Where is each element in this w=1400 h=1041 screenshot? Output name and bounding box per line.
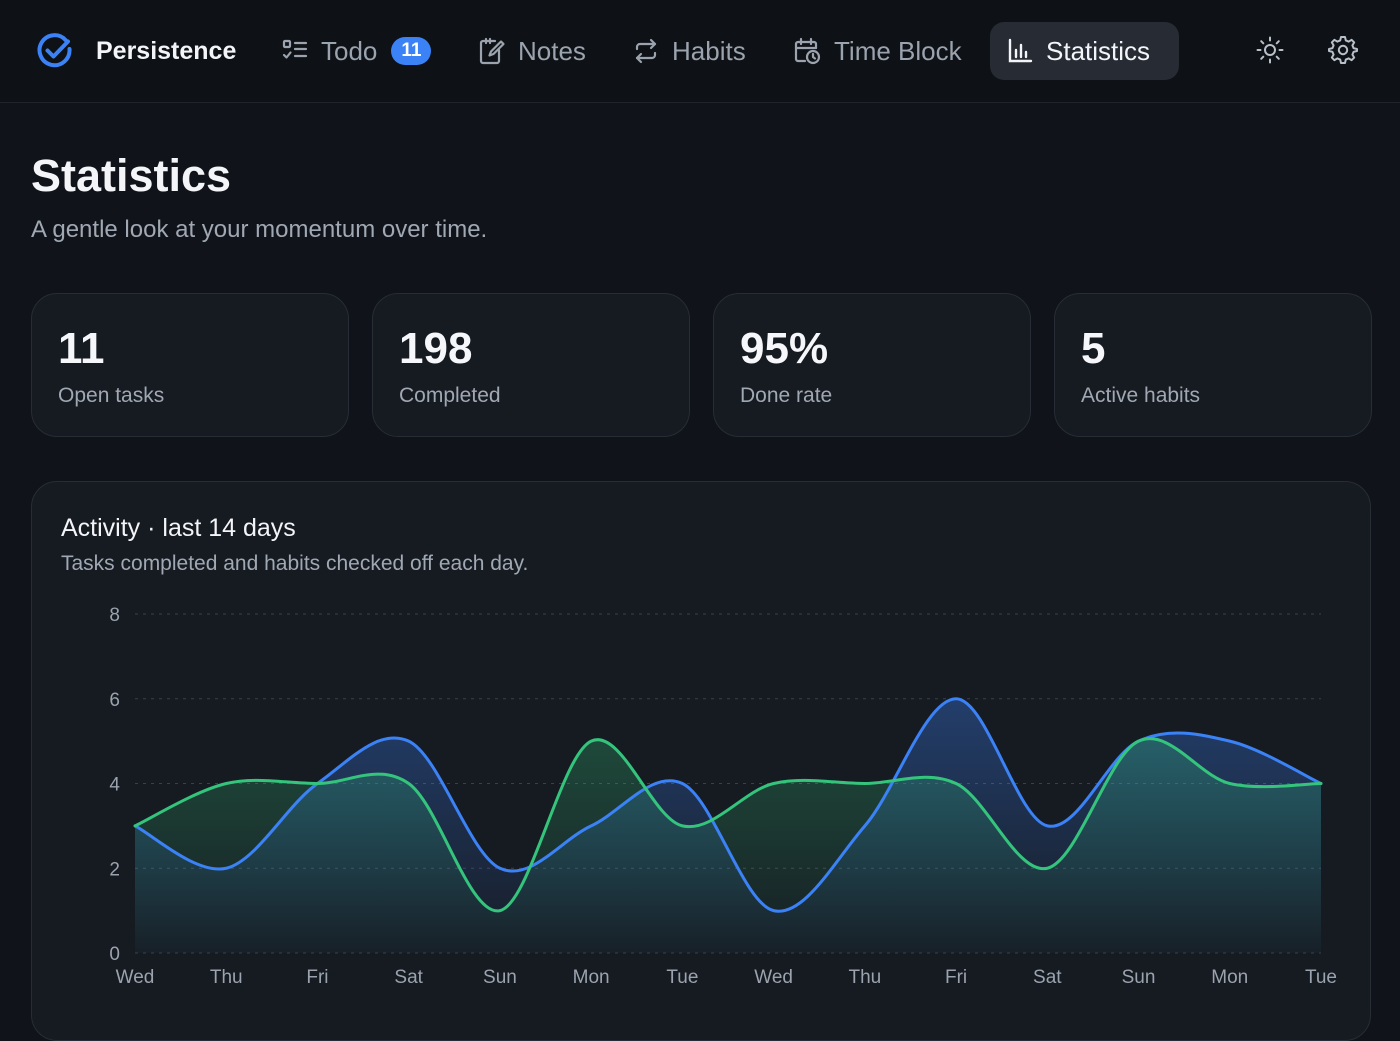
page-title: Statistics: [31, 150, 232, 201]
top-nav-bar: Persistence Todo 11 Notes Habits: [0, 0, 1400, 103]
y-tick-label: 0: [109, 944, 120, 965]
x-tick-label: Thu: [848, 967, 881, 988]
gear-icon: [1328, 36, 1358, 64]
x-tick-label: Fri: [306, 967, 328, 988]
x-tick-label: Mon: [573, 967, 610, 988]
y-tick-label: 4: [109, 775, 120, 796]
sun-icon: [1256, 36, 1284, 64]
x-tick-label: Fri: [945, 967, 967, 988]
nav-item-statistics[interactable]: Statistics: [990, 22, 1179, 80]
stat-label: Completed: [399, 384, 501, 407]
activity-area-chart: 0 2 4 6 8 Wed Thu Fri Sat Sun Mon Tue Wed Thu Fri Sat Su…: [109, 605, 1337, 988]
stat-card-completed: 198 Completed: [372, 293, 690, 437]
nav-item-habits[interactable]: Habits: [616, 22, 762, 80]
nav-label-habits: Habits: [672, 35, 746, 66]
checklist-icon: [282, 39, 308, 59]
stat-value: 11: [58, 324, 105, 373]
stat-label: Active habits: [1081, 384, 1201, 407]
stat-label: Done rate: [740, 384, 833, 407]
series-line-tasks: [133, 697, 1323, 913]
nav-label-todo: Todo: [321, 35, 378, 66]
stat-value: 95%: [740, 324, 829, 373]
nav-item-notes[interactable]: Notes: [460, 22, 602, 80]
x-tick-label: Wed: [754, 967, 793, 988]
todo-count-badge: 11: [391, 37, 432, 65]
repeat-arrows-icon: [635, 38, 657, 64]
theme-toggle-button[interactable]: [1252, 32, 1288, 68]
stat-card-active-habits: 5 Active habits: [1054, 293, 1372, 437]
series-area-habits: [135, 738, 1321, 953]
series-line-habits: [133, 737, 1323, 913]
stat-card-done-rate: 95% Done rate: [713, 293, 1031, 437]
x-tick-label: Sat: [1033, 967, 1062, 988]
x-tick-label: Thu: [210, 967, 243, 988]
activity-chart-card: Activity · last 14 days Tasks completed …: [31, 481, 1371, 1041]
chart-subtitle: Tasks completed and habits checked off e…: [61, 552, 529, 575]
y-tick-label: 6: [109, 690, 120, 711]
stat-label: Open tasks: [58, 384, 165, 407]
x-tick-label: Sat: [394, 967, 423, 988]
x-tick-label: Tue: [1305, 967, 1337, 988]
nav-item-time-block[interactable]: Time Block: [776, 22, 978, 80]
stat-card-open-tasks: 11 Open tasks: [31, 293, 349, 437]
calendar-clock-icon: [794, 37, 821, 65]
x-tick-label: Mon: [1211, 967, 1248, 988]
page-subtitle: A gentle look at your momentum over time…: [31, 216, 488, 243]
nav-label-statistics: Statistics: [1046, 35, 1151, 66]
x-tick-label: Wed: [116, 967, 155, 988]
y-tick-label: 2: [109, 859, 120, 880]
check-circle-logo-icon: [37, 33, 72, 68]
stat-value: 5: [1081, 324, 1106, 373]
nav-label-time-block: Time Block: [834, 35, 962, 66]
brand[interactable]: Persistence: [36, 30, 236, 72]
bar-chart-icon: [1008, 38, 1033, 63]
x-tick-label: Sun: [483, 967, 517, 988]
x-tick-label: Tue: [666, 967, 698, 988]
chart-title: Activity · last 14 days: [61, 514, 296, 542]
y-tick-label: 8: [109, 605, 120, 626]
nav-label-notes: Notes: [518, 35, 586, 66]
stat-value: 198: [399, 324, 473, 373]
nav-item-todo[interactable]: Todo 11: [265, 22, 447, 80]
settings-button[interactable]: [1325, 32, 1361, 68]
edit-note-icon: [479, 37, 505, 65]
x-tick-label: Sun: [1122, 967, 1156, 988]
brand-name: Persistence: [96, 36, 237, 65]
